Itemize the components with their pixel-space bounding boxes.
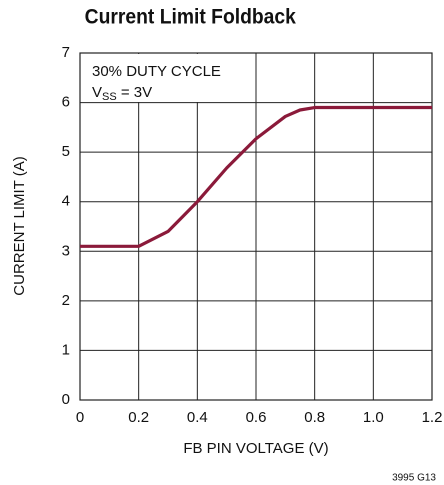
condition-sub: SS — [102, 91, 117, 103]
x-tick-label: 1.2 — [422, 409, 443, 426]
y-tick-label: 0 — [62, 391, 70, 408]
plot-frame — [79, 52, 433, 401]
annotation: 30% DUTY CYCLE — [92, 63, 221, 80]
y-axis-label: CURRENT LIMIT (A) — [11, 156, 28, 295]
x-axis-label: FB PIN VOLTAGE (V) — [183, 440, 328, 457]
y-tick-label: 1 — [62, 341, 70, 358]
x-tick-label: 0.6 — [246, 409, 267, 426]
y-tick-label: 7 — [62, 44, 70, 61]
x-tick-label: 1.0 — [363, 409, 384, 426]
plot-area: 0 0.2 0.4 0.6 0.8 1.0 1.2 0 1 2 3 4 5 6 7 30% DUTY CYCL… — [62, 44, 443, 426]
footnote: 3995 G13 — [392, 473, 436, 484]
data-line — [80, 105, 432, 248]
y-tick-label: 4 — [62, 193, 70, 210]
x-tick-label: 0.8 — [304, 409, 325, 426]
x-tick-label: 0 — [76, 409, 84, 426]
chart-title: Current Limit Foldback — [85, 6, 297, 29]
y-tick-label: 5 — [62, 143, 70, 160]
condition: VSS = 3V — [92, 84, 152, 103]
y-tick-label: 2 — [62, 292, 70, 309]
x-tick-label: 0.4 — [187, 409, 208, 426]
y-tick-label: 3 — [62, 242, 70, 259]
x-tick-label: 0.2 — [128, 409, 149, 426]
annotation-box — [81, 54, 233, 102]
condition-rest: = 3V — [117, 84, 152, 101]
condition-main: V — [92, 84, 102, 101]
y-tick-label: 6 — [62, 94, 70, 111]
